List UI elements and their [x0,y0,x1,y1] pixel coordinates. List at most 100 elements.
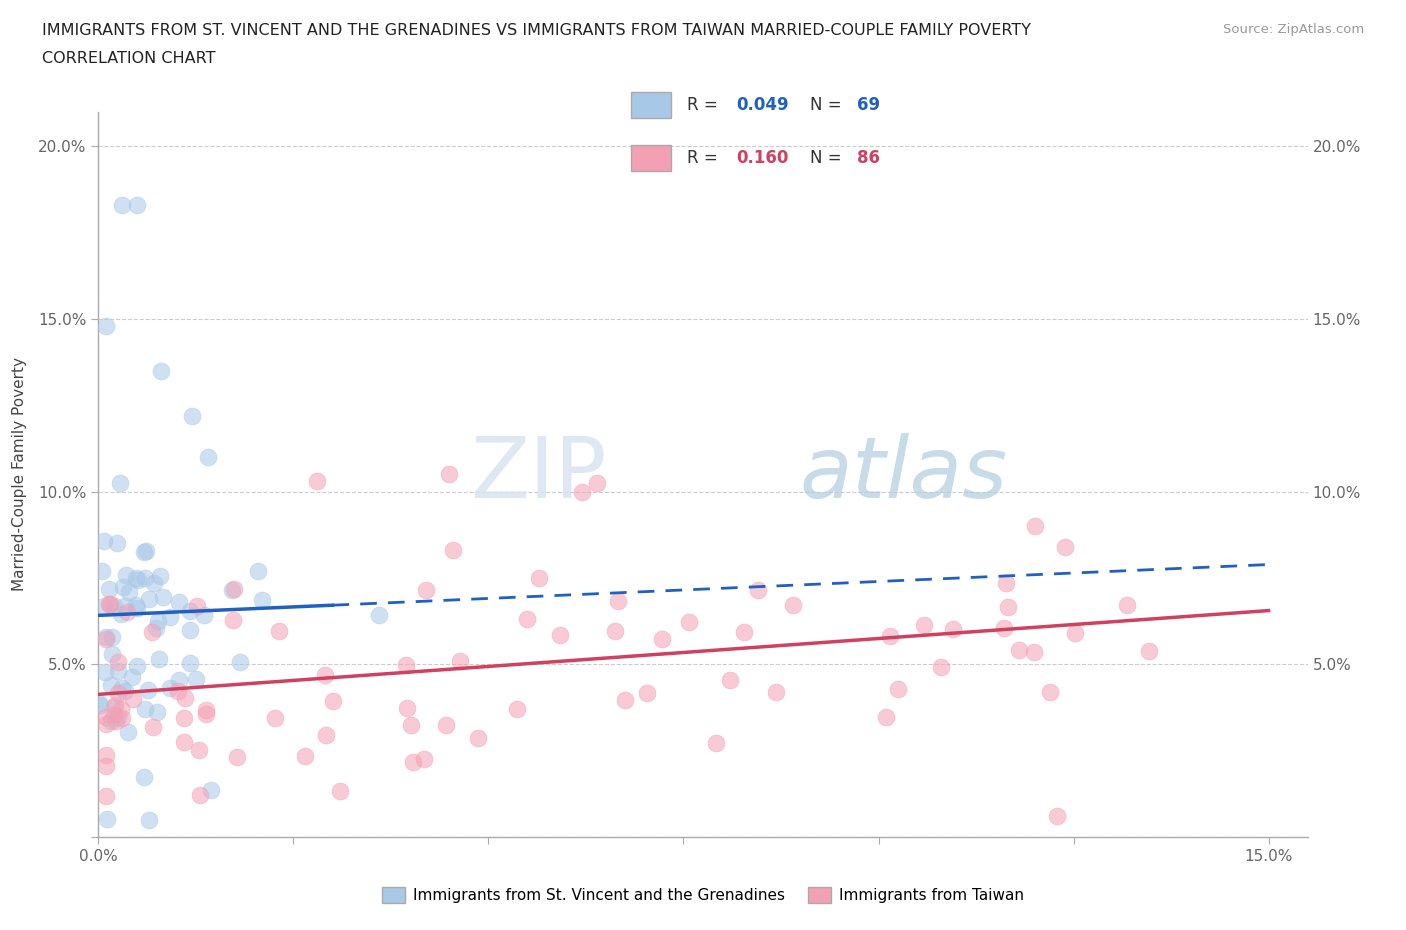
Point [603,624,626,639]
Point [186,599,208,614]
Point [224,581,246,596]
Point [96,631,118,646]
Point [399,718,422,733]
Point [114,599,136,614]
Point [194,707,217,722]
Point [747,583,769,598]
Point [222,613,245,628]
Point [1137,644,1160,658]
Text: 0.049: 0.049 [737,96,789,114]
Point [117,724,139,739]
Point [94,630,117,644]
Point [1024,519,1046,534]
Point [314,668,336,683]
Point [112,579,135,594]
Point [152,590,174,604]
Point [114,684,136,698]
Point [912,618,935,632]
Point [91,564,114,578]
Point [132,770,155,785]
Point [111,711,134,725]
Point [110,607,132,622]
Point [107,710,129,724]
Point [96,789,118,804]
Point [782,598,804,613]
Point [173,735,195,750]
Point [125,658,148,673]
Point [93,599,115,614]
Point [571,485,593,499]
Text: 69: 69 [856,96,880,114]
Point [96,759,118,774]
Point [228,655,250,670]
Point [179,622,201,637]
Point [115,567,138,582]
Point [415,582,437,597]
Point [636,685,658,700]
Point [145,620,167,635]
Point [96,747,118,762]
Point [134,570,156,585]
Point [159,609,181,624]
Point [322,693,344,708]
Point [1054,539,1077,554]
Point [141,625,163,640]
Point [995,576,1018,591]
Point [1116,598,1139,613]
Point [138,683,160,698]
Text: CORRELATION CHART: CORRELATION CHART [42,51,215,66]
Point [89,696,111,711]
Point [127,601,149,616]
Text: Source: ZipAtlas.com: Source: ZipAtlas.com [1223,23,1364,36]
Point [100,677,122,692]
Text: N =: N = [810,149,848,167]
Point [718,672,741,687]
Point [1046,809,1069,824]
Point [97,581,120,596]
Point [105,536,128,551]
Point [111,681,134,696]
Point [135,543,157,558]
Point [107,663,129,678]
Point [467,730,489,745]
Point [221,582,243,597]
Text: 86: 86 [856,149,880,167]
Point [89,698,111,712]
Point [166,684,188,698]
Text: R =: R = [686,96,723,114]
Point [200,783,222,798]
Point [179,604,201,618]
Point [607,593,630,608]
Point [193,607,215,622]
Point [103,700,125,715]
Point [195,703,218,718]
Point [111,197,134,212]
Point [149,568,172,583]
Point [548,628,571,643]
Point [1063,625,1085,640]
Point [103,599,125,614]
Point [413,751,436,766]
Point [107,686,129,701]
Point [121,692,143,707]
Point [134,702,156,717]
FancyBboxPatch shape [631,145,671,171]
Point [1008,643,1031,658]
Point [704,736,727,751]
Point [197,449,219,464]
Point [127,197,149,212]
Point [138,813,160,828]
Legend: Immigrants from St. Vincent and the Grenadines, Immigrants from Taiwan: Immigrants from St. Vincent and the Gren… [377,881,1029,910]
Point [98,597,121,612]
Point [132,544,155,559]
Point [516,612,538,627]
Point [146,613,169,628]
Point [105,713,128,728]
Text: 0.160: 0.160 [737,149,789,167]
Text: IMMIGRANTS FROM ST. VINCENT AND THE GRENADINES VS IMMIGRANTS FROM TAIWAN MARRIED: IMMIGRANTS FROM ST. VINCENT AND THE GREN… [42,23,1031,38]
Point [394,658,416,672]
Point [104,698,127,712]
Point [186,671,208,686]
Text: N =: N = [810,96,848,114]
Point [879,629,901,644]
